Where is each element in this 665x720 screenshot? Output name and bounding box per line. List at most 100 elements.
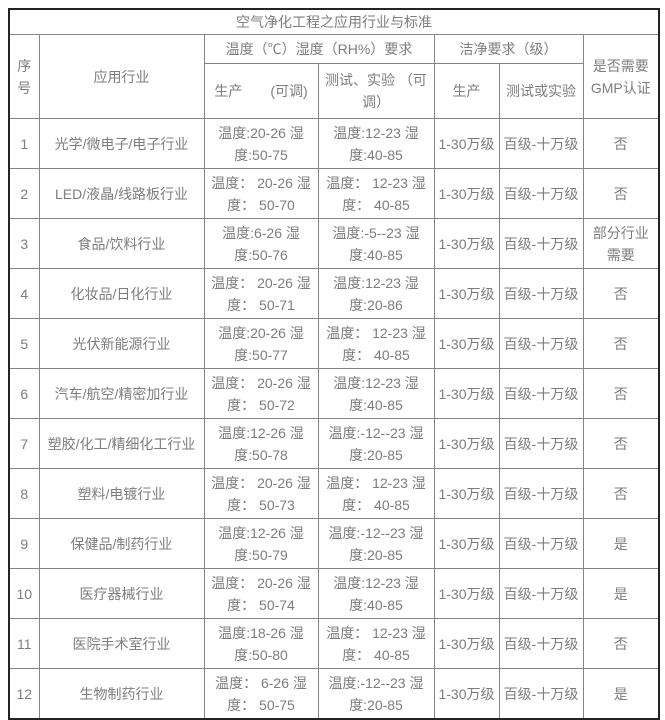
- cell-industry: LED/液晶/线路板行业: [38, 168, 205, 219]
- cell-test-temp-humidity: 温度： 12-23 湿度： 40-85: [317, 168, 435, 219]
- cell-test-cleanliness: 百级-十万级: [498, 268, 584, 319]
- cell-gmp-required: 否: [582, 418, 660, 469]
- table-row: 12 生物制药行业 温度： 6-26 湿度： 50-75 温度:-12--23 湿度:…: [8, 668, 660, 720]
- cell-test-cleanliness: 百级-十万级: [498, 618, 584, 669]
- header-group-temp-humidity: 温度（℃）湿度（RH%）要求: [203, 34, 435, 64]
- cell-gmp-required: 否: [582, 618, 660, 669]
- table-row: 9 保健品/制药行业 温度:12-26 湿度:50-79 温度:-12--23 湿度:…: [8, 518, 660, 569]
- cell-production-cleanliness: 1-30万级: [433, 668, 500, 720]
- cell-production-temp-humidity: 温度:20-26 湿度:50-75: [203, 118, 319, 169]
- cell-production-cleanliness: 1-30万级: [433, 168, 500, 219]
- cell-test-temp-humidity: 温度:-12--23 湿度:20-85: [317, 518, 435, 569]
- cell-industry: 食品/饮料行业: [38, 218, 205, 269]
- cell-production-cleanliness: 1-30万级: [433, 368, 500, 419]
- cell-industry: 保健品/制药行业: [38, 518, 205, 569]
- header-test-or-experiment: 测试或实验: [498, 63, 584, 119]
- cell-production-temp-humidity: 温度： 20-26 湿度： 50-73: [203, 468, 319, 519]
- table-row: 8 塑料/电镀行业 温度： 20-26 湿度： 50-73 温度： 12-23 湿度：…: [8, 468, 660, 519]
- table-row: 4 化妆品/日化行业 温度： 20-26 湿度： 50-71 温度:12-23 湿度:…: [8, 268, 660, 319]
- cell-production-temp-humidity: 温度:6-26 湿度:50-76: [203, 218, 319, 269]
- cell-serial: 4: [8, 268, 40, 319]
- cell-production-temp-humidity: 温度:18-26 湿度:50-80: [203, 618, 319, 669]
- table-body: 1 光学/微电子/电子行业 温度:20-26 湿度:50-75 温度:12-23 湿度…: [8, 118, 660, 720]
- cell-test-cleanliness: 百级-十万级: [498, 418, 584, 469]
- cell-test-temp-humidity: 温度:-5--23 湿度:40-85: [317, 218, 435, 269]
- cell-test-temp-humidity: 温度:-12--23 湿度:20-85: [317, 418, 435, 469]
- table-row: 2 LED/液晶/线路板行业 温度： 20-26 湿度： 50-70 温度： 12-2…: [8, 168, 660, 219]
- cell-serial: 1: [8, 118, 40, 169]
- cell-test-cleanliness: 百级-十万级: [498, 218, 584, 269]
- cell-gmp-required: 否: [582, 368, 660, 419]
- cell-test-cleanliness: 百级-十万级: [498, 518, 584, 569]
- standards-table: 空气净化工程之应用行业与标准 序号 应用行业 温度（℃）湿度（RH%）要求 洁净…: [8, 8, 661, 720]
- cell-serial: 8: [8, 468, 40, 519]
- cell-production-temp-humidity: 温度： 20-26 湿度： 50-72: [203, 368, 319, 419]
- cell-production-cleanliness: 1-30万级: [433, 568, 500, 619]
- table-row: 7 塑胶/化工/精细化工行业 温度:12-26 湿度:50-78 温度:-12--23…: [8, 418, 660, 469]
- cell-test-temp-humidity: 温度:12-23 湿度:40-85: [317, 568, 435, 619]
- cell-production-temp-humidity: 温度:20-26 湿度:50-77: [203, 318, 319, 369]
- cell-industry: 汽车/航空/精密加行业: [38, 368, 205, 419]
- cell-production-cleanliness: 1-30万级: [433, 318, 500, 369]
- cell-test-temp-humidity: 温度:-12--23 湿度:20-85: [317, 668, 435, 720]
- cell-industry: 塑胶/化工/精细化工行业: [38, 418, 205, 469]
- header-group-cleanliness: 洁净要求（级）: [433, 34, 584, 64]
- table-row: 11 医院手术室行业 温度:18-26 湿度:50-80 温度： 12-23 湿度： …: [8, 618, 660, 669]
- cell-industry: 生物制药行业: [38, 668, 205, 720]
- cell-test-temp-humidity: 温度： 12-23 湿度： 40-85: [317, 318, 435, 369]
- table-title-row: 空气净化工程之应用行业与标准: [8, 8, 660, 35]
- cell-test-cleanliness: 百级-十万级: [498, 468, 584, 519]
- cell-serial: 6: [8, 368, 40, 419]
- cell-production-cleanliness: 1-30万级: [433, 218, 500, 269]
- cell-gmp-required: 否: [582, 118, 660, 169]
- cell-production-temp-humidity: 温度： 20-26 湿度： 50-71: [203, 268, 319, 319]
- cell-production-cleanliness: 1-30万级: [433, 468, 500, 519]
- table-row: 3 食品/饮料行业 温度:6-26 湿度:50-76 温度:-5--23 湿度:40-…: [8, 218, 660, 269]
- cell-production-cleanliness: 1-30万级: [433, 418, 500, 469]
- cell-serial: 7: [8, 418, 40, 469]
- cell-test-cleanliness: 百级-十万级: [498, 118, 584, 169]
- cell-industry: 医疗器械行业: [38, 568, 205, 619]
- header-row-subcolumns: 生产 (可调) 测试、实验 （可调） 生产 测试或实验: [9, 63, 659, 119]
- cell-production-cleanliness: 1-30万级: [433, 518, 500, 569]
- cell-industry: 医院手术室行业: [38, 618, 205, 669]
- cell-test-cleanliness: 百级-十万级: [498, 568, 584, 619]
- table-row: 10 医疗器械行业 温度： 20-26 湿度： 50-74 温度:12-23 湿度:4…: [8, 568, 660, 619]
- table-row: 5 光伏新能源行业 温度:20-26 湿度:50-77 温度： 12-23 湿度： 4…: [8, 318, 660, 369]
- cell-production-temp-humidity: 温度： 20-26 湿度： 50-74: [203, 568, 319, 619]
- cell-serial: 12: [8, 668, 40, 720]
- cell-serial: 3: [8, 218, 40, 269]
- cell-gmp-required: 是: [582, 568, 660, 619]
- cell-industry: 塑料/电镀行业: [38, 468, 205, 519]
- cell-serial: 10: [8, 568, 40, 619]
- header-production-adjustable: 生产 (可调): [203, 63, 319, 119]
- cell-gmp-required: 是: [582, 668, 660, 720]
- cell-serial: 2: [8, 168, 40, 219]
- cell-test-temp-humidity: 温度： 12-23 湿度： 40-85: [317, 618, 435, 669]
- cell-gmp-required: 部分行业需要: [582, 218, 660, 269]
- cell-test-temp-humidity: 温度： 12-23 湿度： 40-85: [317, 468, 435, 519]
- cell-gmp-required: 否: [582, 268, 660, 319]
- table-title: 空气净化工程之应用行业与标准: [8, 8, 660, 35]
- header-test-experiment-adjustable: 测试、实验 （可调）: [317, 63, 435, 119]
- table-row: 1 光学/微电子/电子行业 温度:20-26 湿度:50-75 温度:12-23 湿度…: [8, 118, 660, 169]
- cell-serial: 5: [8, 318, 40, 369]
- cell-production-temp-humidity: 温度： 20-26 湿度： 50-70: [203, 168, 319, 219]
- cell-production-cleanliness: 1-30万级: [433, 618, 500, 669]
- cell-gmp-required: 否: [582, 318, 660, 369]
- cell-test-temp-humidity: 温度:12-23 湿度:40-85: [317, 368, 435, 419]
- cell-test-cleanliness: 百级-十万级: [498, 668, 584, 720]
- cell-industry: 光学/微电子/电子行业: [38, 118, 205, 169]
- header-gmp: 是否需要GMP认证: [582, 34, 660, 119]
- cell-industry: 光伏新能源行业: [38, 318, 205, 369]
- cell-industry: 化妆品/日化行业: [38, 268, 205, 319]
- cell-production-temp-humidity: 温度： 6-26 湿度： 50-75: [203, 668, 319, 720]
- cell-gmp-required: 是: [582, 518, 660, 569]
- cell-test-cleanliness: 百级-十万级: [498, 368, 584, 419]
- header-industry: 应用行业: [38, 34, 205, 119]
- cell-test-temp-humidity: 温度:12-23 湿度:40-85: [317, 118, 435, 169]
- header-production: 生产: [433, 63, 500, 119]
- cell-test-cleanliness: 百级-十万级: [498, 168, 584, 219]
- cell-production-temp-humidity: 温度:12-26 湿度:50-78: [203, 418, 319, 469]
